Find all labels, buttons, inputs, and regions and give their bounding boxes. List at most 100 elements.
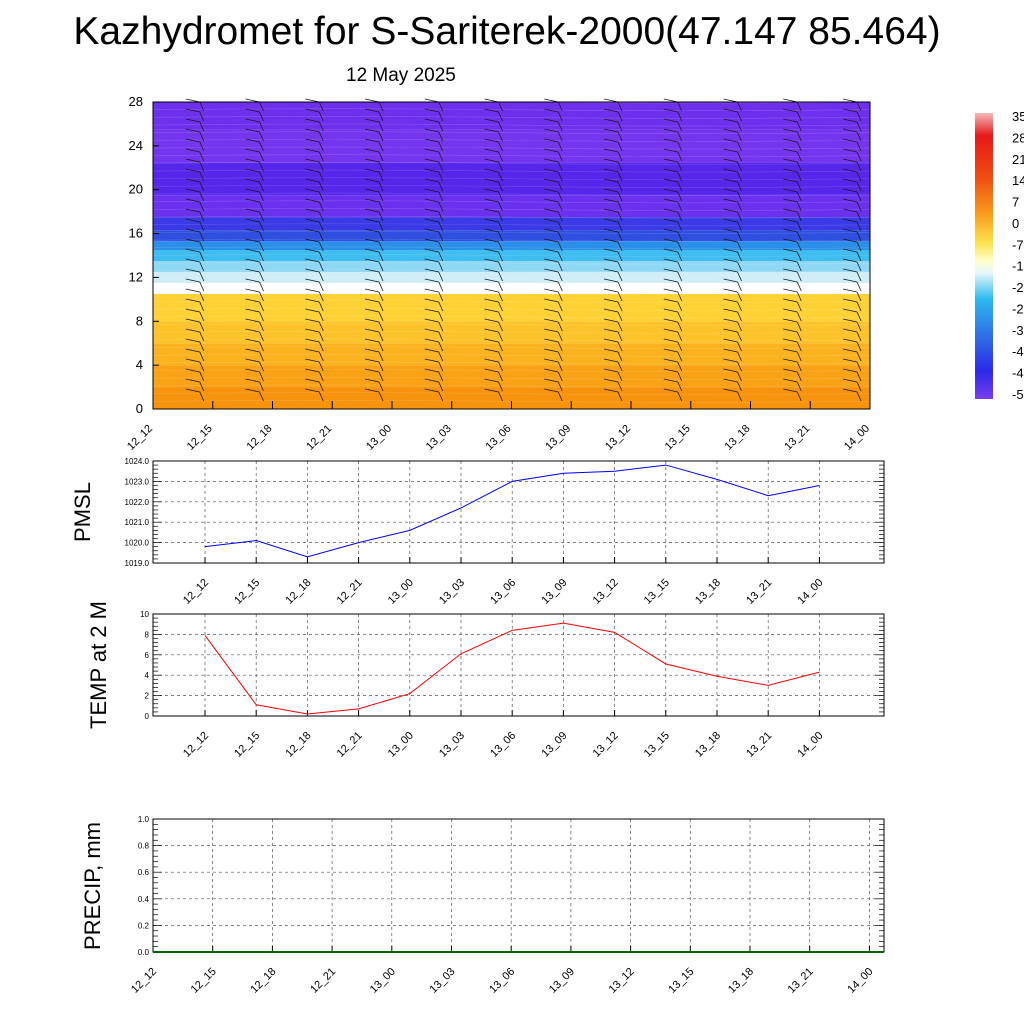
wind-barb bbox=[185, 148, 205, 162]
contour-line bbox=[152, 185, 871, 188]
temp-xtick-label: 12_12 bbox=[181, 730, 211, 760]
wind-barb-flag bbox=[603, 138, 619, 143]
wind-barb bbox=[783, 248, 802, 262]
wind-barb-flag bbox=[842, 268, 858, 273]
wind-barb-flag bbox=[305, 368, 320, 373]
wind-barb-staff bbox=[856, 381, 862, 392]
wind-barb-flag bbox=[663, 358, 678, 363]
wind-barb bbox=[185, 388, 205, 402]
wind-barb-staff bbox=[677, 151, 683, 162]
wind-barb-staff bbox=[438, 301, 444, 312]
precip-ylabel: PRECIP, mm bbox=[80, 822, 105, 950]
wind-barb-staff bbox=[438, 361, 444, 372]
contour-line bbox=[152, 377, 871, 380]
wind-barb-staff bbox=[677, 371, 683, 382]
wind-barb bbox=[245, 128, 264, 142]
wind-barb-staff bbox=[737, 321, 742, 332]
wind-barb-flag bbox=[842, 198, 858, 203]
wind-barb-flag bbox=[364, 378, 380, 383]
wind-barb-flag bbox=[603, 198, 619, 203]
wind-barb-staff bbox=[856, 281, 862, 292]
heatmap-band bbox=[153, 343, 870, 366]
wind-barb-flag bbox=[842, 288, 858, 293]
contour-line bbox=[152, 392, 871, 395]
wind-barb-flag bbox=[484, 348, 499, 353]
precip-xtick-label: 13_03 bbox=[428, 966, 458, 996]
wind-barb-staff bbox=[378, 231, 384, 242]
wind-barb bbox=[364, 268, 384, 282]
wind-barb-staff bbox=[737, 121, 742, 132]
colorbar bbox=[975, 113, 993, 399]
wind-barb-staff bbox=[677, 241, 683, 252]
wind-barb-staff bbox=[617, 291, 623, 302]
wind-barb-flag bbox=[484, 228, 499, 233]
wind-barb-staff bbox=[856, 331, 862, 342]
wind-barb-flag bbox=[185, 228, 200, 233]
wind-barb-flag bbox=[603, 118, 619, 123]
wind-barb bbox=[842, 138, 862, 152]
wind-barb-flag bbox=[783, 368, 798, 373]
wind-barb-flag bbox=[364, 138, 380, 143]
wind-barb bbox=[783, 378, 802, 392]
wind-barb-flag bbox=[305, 378, 320, 383]
wind-barb-staff bbox=[498, 211, 503, 222]
wind-barb bbox=[245, 188, 264, 202]
contour-line bbox=[152, 277, 871, 280]
wind-barb-flag bbox=[185, 108, 200, 113]
wind-barb-flag bbox=[783, 148, 798, 153]
wind-barb-flag bbox=[842, 338, 858, 343]
wind-barb-staff bbox=[737, 141, 742, 152]
wind-barb-staff bbox=[318, 331, 324, 342]
wind-barb-flag bbox=[723, 108, 738, 113]
wind-barb-flag bbox=[842, 238, 858, 243]
wind-barb bbox=[305, 208, 324, 222]
wind-barb-staff bbox=[677, 231, 683, 242]
wind-barb-flag bbox=[424, 358, 439, 363]
wind-barb-flag bbox=[305, 198, 320, 203]
wind-barb-flag bbox=[424, 118, 439, 123]
wind-barb bbox=[305, 338, 324, 352]
wind-barb bbox=[783, 148, 802, 162]
wind-barb bbox=[424, 138, 444, 152]
contour-line bbox=[152, 223, 871, 227]
wind-barb bbox=[544, 208, 563, 222]
contour-line bbox=[152, 284, 871, 288]
wind-barb-staff bbox=[856, 181, 862, 192]
contour-line bbox=[152, 323, 871, 326]
wind-barb-staff bbox=[199, 351, 205, 362]
wind-barb-flag bbox=[305, 208, 320, 213]
wind-barb-flag bbox=[185, 248, 200, 253]
wind-barb-staff bbox=[557, 241, 563, 252]
wind-barb bbox=[723, 368, 742, 382]
wind-barb bbox=[783, 238, 802, 252]
wind-barb-staff bbox=[498, 111, 503, 122]
temp-xtick-label: 13_03 bbox=[437, 730, 467, 760]
wind-barb-flag bbox=[603, 148, 619, 153]
pmsl-ytick-label: 1021.0 bbox=[125, 518, 150, 527]
wind-barb-flag bbox=[783, 388, 798, 393]
contour-line bbox=[152, 154, 871, 158]
wind-barb-flag bbox=[424, 228, 439, 233]
wind-barb-flag bbox=[723, 388, 738, 393]
wind-barb bbox=[842, 178, 862, 192]
heatmap-ytick-label: 28 bbox=[129, 94, 143, 109]
contour-line bbox=[152, 177, 871, 181]
wind-barb bbox=[544, 178, 563, 192]
heatmap-band bbox=[153, 102, 870, 130]
wind-barb-staff bbox=[259, 371, 264, 382]
wind-barb-flag bbox=[544, 258, 559, 263]
wind-barb-flag bbox=[424, 158, 439, 163]
wind-barb bbox=[723, 118, 742, 132]
wind-barb bbox=[364, 288, 384, 302]
wind-barb-flag bbox=[305, 138, 320, 143]
precip-xtick-label: 13_09 bbox=[547, 966, 577, 996]
wind-barb bbox=[364, 298, 384, 312]
wind-barb-flag bbox=[185, 278, 200, 283]
wind-barb bbox=[663, 108, 683, 122]
wind-barb bbox=[663, 298, 683, 312]
wind-barb-flag bbox=[603, 168, 619, 173]
colorbar-label: -2 bbox=[1012, 280, 1024, 295]
wind-barb-staff bbox=[796, 381, 802, 392]
wind-barb bbox=[603, 238, 623, 252]
wind-barb-flag bbox=[663, 168, 678, 173]
